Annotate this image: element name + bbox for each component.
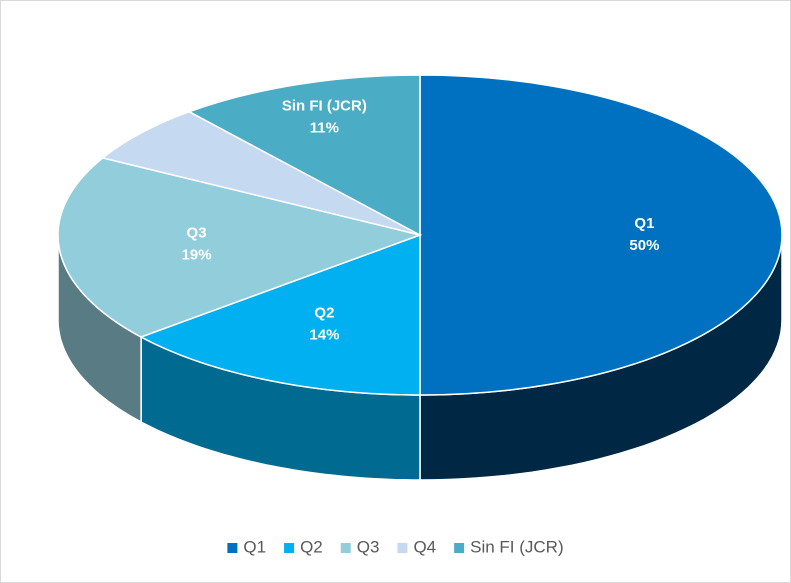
- legend-label: Q1: [243, 537, 266, 556]
- slice: [57, 157, 423, 338]
- slice-value-label: 11%: [310, 120, 339, 137]
- slice: [101, 110, 421, 236]
- legend-swatch: [397, 543, 408, 553]
- slice-value-label: 50%: [629, 237, 659, 254]
- legend-swatch: [340, 543, 351, 553]
- slice: [419, 74, 783, 396]
- legend-swatch: [227, 543, 238, 553]
- slice-category-label: Q1: [634, 215, 654, 232]
- legend-label: Q4: [413, 537, 436, 556]
- slice: [139, 233, 421, 396]
- slice-category-label: Sin FI (JCR): [282, 98, 367, 115]
- legend-swatch: [454, 543, 465, 553]
- slice-category-label: Q2: [314, 305, 334, 322]
- legend-label: Q2: [300, 537, 323, 556]
- legend: Q1 Q2 Q3 Q4 Sin FI (JCR): [227, 537, 564, 556]
- slice-value-label: 19%: [182, 246, 212, 263]
- legend-swatch: [284, 543, 295, 553]
- legend-label: Q3: [357, 537, 380, 556]
- slice-category-label: Q3: [187, 224, 207, 241]
- slice: [187, 74, 421, 237]
- legend-label: Sin FI (JCR): [470, 537, 564, 556]
- slice-value-label: 14%: [309, 327, 339, 344]
